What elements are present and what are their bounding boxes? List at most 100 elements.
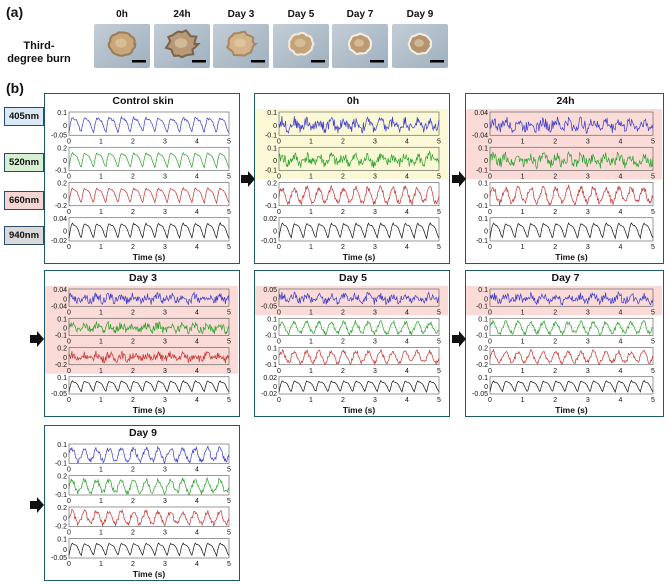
chart-frame-3: Day 3 0.04 0 -0.04 0 1 2 3 4 5 0.1 0 -0.1 0 1 2 3 4 5 0.2 0-… xyxy=(44,270,240,417)
x-tick-4-2-2: 2 xyxy=(341,368,345,375)
y-tick-3-0-1: 0 xyxy=(63,296,67,303)
x-tick-6-0-0: 0 xyxy=(67,467,71,474)
highlight-band-1-0 xyxy=(255,109,448,145)
x-tick-2-2-0: 0 xyxy=(488,209,492,216)
y-tick-0-2-0: 0.2 xyxy=(57,181,67,188)
signal-line-3-660nm xyxy=(68,350,230,364)
signal-line-4-660nm xyxy=(278,348,440,366)
highlight-band-2-0 xyxy=(466,109,662,145)
x-tick-0-3-3: 3 xyxy=(163,244,167,251)
y-tick-0-3-0: 0.04 xyxy=(53,216,67,223)
x-tick-2-3-5: 5 xyxy=(651,244,655,251)
y-tick-1-3-2: -0.01 xyxy=(261,238,277,245)
x-tick-6-1-0: 0 xyxy=(67,498,71,505)
wound-photo-0 xyxy=(94,24,150,68)
y-tick-2-3-2: -0.1 xyxy=(476,238,488,245)
ppg-chart-0: 0.10-0.050 1 2 3 4 50.20-0.10 1 2 3 4 50.20-0.20 1 2… xyxy=(51,110,231,262)
x-tick-6-2-3: 3 xyxy=(163,530,167,537)
x-tick-0-3-5: 5 xyxy=(227,244,231,251)
x-tick-5-2-5: 5 xyxy=(651,368,655,375)
x-tick-5-2-2: 2 xyxy=(553,368,557,375)
x-tick-0-1-3: 3 xyxy=(163,174,167,181)
x-tick-0-0-0: 0 xyxy=(67,138,71,145)
plot-axes-2-2 xyxy=(489,182,654,207)
panel-b-label: (b) xyxy=(6,80,24,96)
y-tick-2-1-1: 0 xyxy=(484,158,488,165)
x-tick-0-1-4: 4 xyxy=(195,174,199,181)
y-tick-6-1-2: -0.1 xyxy=(55,492,67,499)
chart-frame-5: Day 7 0.1 0 -0.1 0 1 2 3 4 5 0.1 0 -0.1 0 1 2 3 4 5 0.2 0 -0.… xyxy=(465,270,664,417)
timepoint-label-1: 24h xyxy=(173,9,191,20)
y-tick-3-1-2: -0.1 xyxy=(55,333,67,340)
y-tick-2-0-0: 0.04 xyxy=(474,110,488,117)
y-tick-5-1-0: 0.1 xyxy=(478,316,488,323)
chart-frame-6: Day 9 0.1 0 -0.1 0 1 2 3 4 5 0.2 0 -0.1 0 1 2 3 4 5 0.2 0 -0.… xyxy=(44,425,240,581)
x-tick-1-3-4: 4 xyxy=(405,244,409,251)
x-tick-2-0-0: 0 xyxy=(488,138,492,145)
x-tick-5-0-2: 2 xyxy=(553,309,557,316)
y-tick-4-0-2: -0.05 xyxy=(261,303,277,310)
x-tick-0-1-2: 2 xyxy=(131,174,135,181)
plot-axes-3-0 xyxy=(68,288,230,307)
x-axis-label-2: Time (s) xyxy=(555,252,588,262)
y-tick-2-1-2: -0.1 xyxy=(476,168,488,175)
x-tick-4-2-4: 4 xyxy=(405,368,409,375)
x-tick-1-2-1: 1 xyxy=(309,209,313,216)
signal-line-1-940nm xyxy=(278,222,440,240)
y-tick-3-2-1: 0 xyxy=(63,355,67,362)
y-tick-5-3-1: 0 xyxy=(484,384,488,391)
y-tick-4-0-1: 0 xyxy=(273,296,277,303)
x-tick-4-3-0: 0 xyxy=(277,397,281,404)
y-tick-2-2-2: -0.1 xyxy=(476,203,488,210)
x-tick-3-2-1: 1 xyxy=(99,368,103,375)
y-tick-2-0-2: -0.04 xyxy=(472,132,488,139)
signal-line-0-520nm xyxy=(68,151,230,169)
y-tick-0-2-2: -0.2 xyxy=(55,203,67,210)
plot-axes-6-3 xyxy=(68,538,230,559)
wound-photo-2 xyxy=(213,24,269,68)
arrow-icon-0 xyxy=(241,171,255,187)
plot-axes-2-3 xyxy=(489,217,654,242)
y-tick-1-3-1: 0 xyxy=(273,229,277,236)
x-tick-3-0-4: 4 xyxy=(195,309,199,316)
x-tick-3-3-2: 2 xyxy=(131,397,135,404)
x-tick-2-0-1: 1 xyxy=(521,138,525,145)
x-tick-4-2-1: 1 xyxy=(309,368,313,375)
x-tick-5-0-5: 5 xyxy=(651,309,655,316)
x-tick-1-2-5: 5 xyxy=(437,209,441,216)
signal-line-3-405nm xyxy=(68,291,230,306)
burn-row-label-line2: degree burn xyxy=(7,53,71,65)
y-tick-4-2-2: -0.1 xyxy=(265,362,277,369)
plot-axes-6-0 xyxy=(68,443,230,464)
plot-axes-3-3 xyxy=(68,376,230,395)
arrow-icon-1 xyxy=(452,171,466,187)
signal-line-4-520nm xyxy=(278,319,440,337)
timepoint-label-2: Day 3 xyxy=(227,9,255,20)
x-tick-3-1-0: 0 xyxy=(67,339,71,346)
signal-line-5-405nm xyxy=(489,291,654,306)
signal-line-2-520nm xyxy=(489,151,654,170)
arrow-icon-2 xyxy=(30,331,44,347)
x-tick-6-3-4: 4 xyxy=(195,561,199,568)
x-tick-1-2-0: 0 xyxy=(277,209,281,216)
y-tick-2-3-0: 0.1 xyxy=(478,216,488,223)
burn-row-label-line1: Third- xyxy=(23,40,55,52)
plot-axes-5-3 xyxy=(489,376,654,395)
y-tick-2-3-1: 0 xyxy=(484,229,488,236)
x-tick-2-3-0: 0 xyxy=(488,244,492,251)
x-tick-5-3-5: 5 xyxy=(651,397,655,404)
x-tick-6-1-3: 3 xyxy=(163,498,167,505)
x-tick-0-2-2: 2 xyxy=(131,209,135,216)
x-tick-2-2-4: 4 xyxy=(618,209,622,216)
wound-photo-3 xyxy=(273,24,329,68)
plot-axes-1-1 xyxy=(278,146,440,171)
y-tick-3-0-2: -0.04 xyxy=(51,303,67,310)
x-tick-0-1-1: 1 xyxy=(99,174,103,181)
x-tick-6-2-4: 4 xyxy=(195,530,199,537)
signal-line-0-405nm xyxy=(68,115,230,134)
x-tick-5-2-1: 1 xyxy=(521,368,525,375)
y-tick-6-0-1: 0 xyxy=(63,453,67,460)
x-tick-5-1-2: 2 xyxy=(553,339,557,346)
x-tick-0-0-3: 3 xyxy=(163,138,167,145)
x-tick-2-2-1: 1 xyxy=(521,209,525,216)
